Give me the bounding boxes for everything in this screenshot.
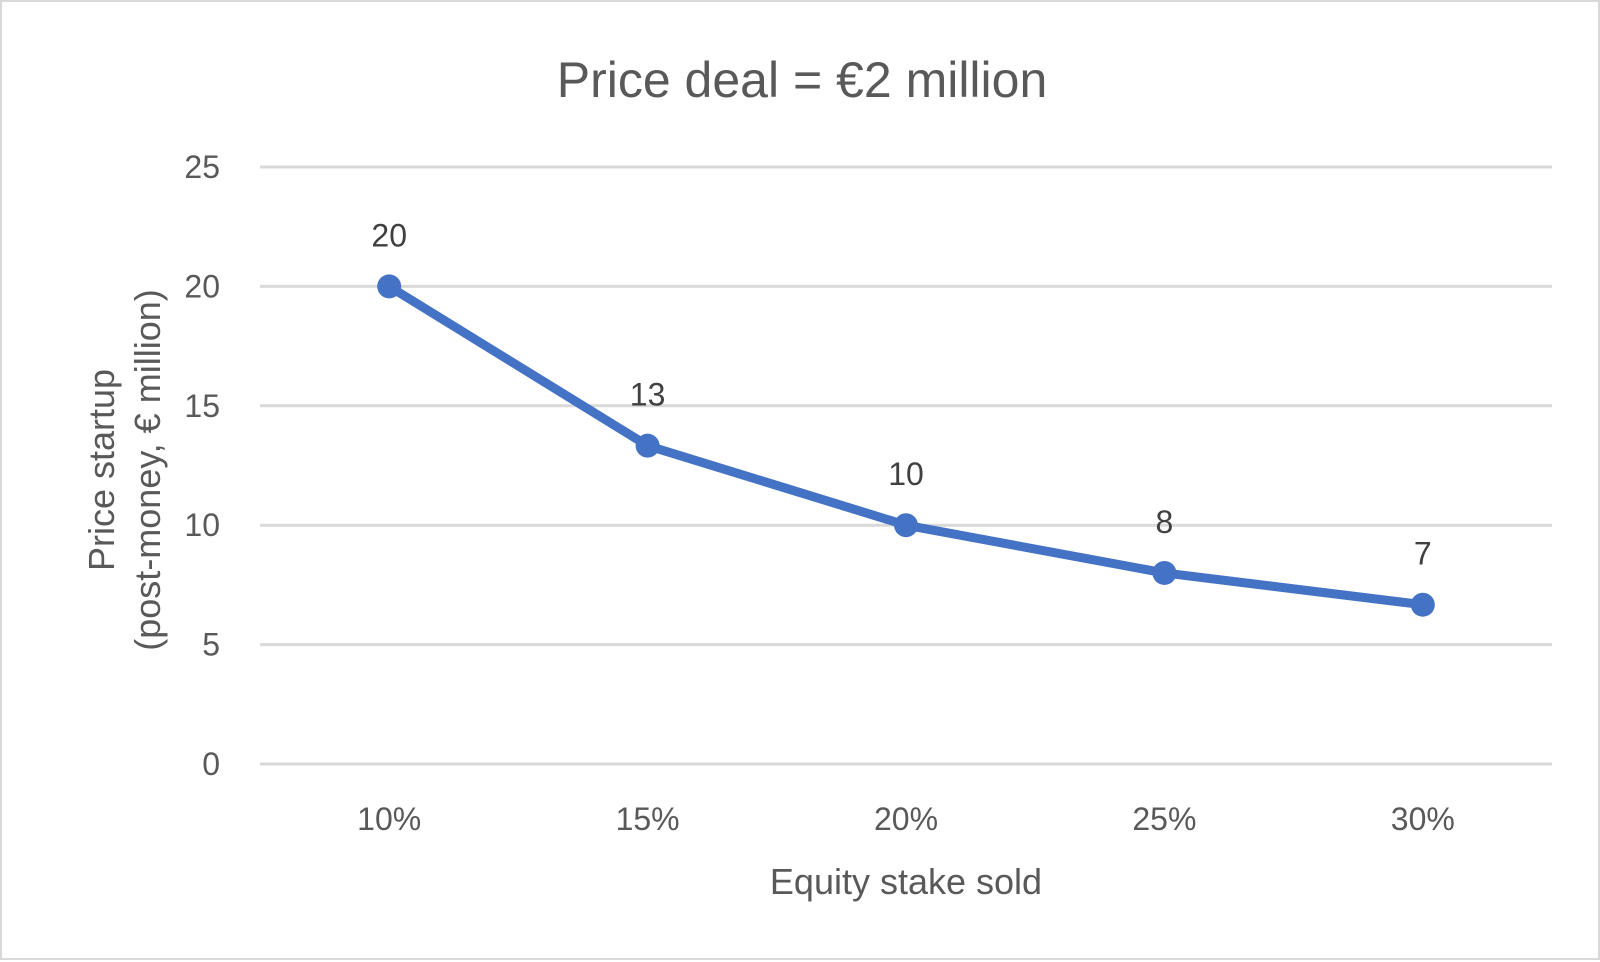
- data-label: 20: [371, 217, 407, 253]
- x-tick-label: 15%: [616, 801, 680, 837]
- data-label: 8: [1156, 504, 1174, 540]
- y-axis-title-line-1: Price startup: [81, 369, 122, 571]
- x-axis-ticks: 10% 15% 20% 25% 30%: [357, 801, 1455, 837]
- data-labels: 20 13 10 8 7: [371, 217, 1431, 571]
- data-point: [1410, 592, 1435, 617]
- y-tick-label: 25: [184, 149, 220, 185]
- y-axis-title: Price startup (post-money, € million): [81, 289, 168, 650]
- series-layer: [377, 274, 1435, 617]
- x-axis-title: Equity stake sold: [770, 861, 1042, 902]
- x-tick-label: 10%: [357, 801, 421, 837]
- y-axis-ticks: 0 5 10 15 20 25: [184, 149, 220, 782]
- data-point: [635, 433, 660, 458]
- y-tick-label: 15: [184, 388, 220, 424]
- data-label: 7: [1414, 536, 1432, 572]
- x-tick-label: 30%: [1391, 801, 1455, 837]
- data-label: 10: [888, 456, 924, 492]
- data-point: [1152, 560, 1177, 585]
- y-tick-label: 20: [184, 268, 220, 304]
- y-tick-label: 0: [202, 746, 220, 782]
- data-label: 13: [630, 377, 666, 413]
- y-tick-label: 10: [184, 507, 220, 543]
- series-line: [384, 281, 1428, 610]
- data-point: [894, 513, 918, 538]
- x-tick-label: 25%: [1132, 801, 1196, 837]
- y-axis-title-line-2: (post-money, € million): [127, 289, 168, 650]
- chart-title: Price deal = €2 million: [557, 52, 1048, 108]
- x-tick-label: 20%: [874, 801, 938, 837]
- data-point: [377, 274, 402, 299]
- y-tick-label: 5: [202, 627, 220, 663]
